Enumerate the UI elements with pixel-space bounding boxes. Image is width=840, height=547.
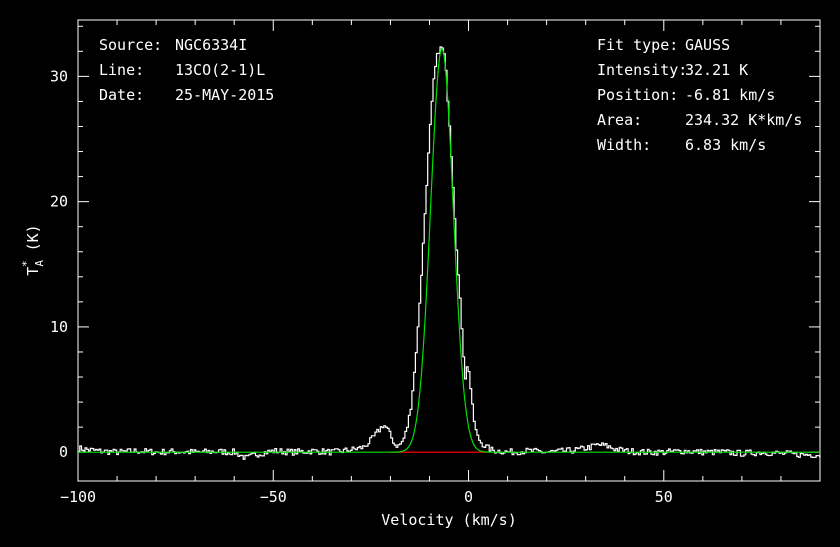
y-tick-label: 10 [50, 318, 68, 336]
plot-frame [77, 19, 821, 482]
y-tick-labels: 0 10 20 30 [50, 67, 68, 461]
y-tick-label: 20 [50, 193, 68, 211]
line-value: 13CO(2-1)L [175, 61, 265, 79]
position-key: Position: [597, 86, 678, 104]
fit-type-value: GAUSS [685, 36, 730, 54]
x-tick-labels: −100 −50 0 50 [60, 488, 673, 506]
y-axis-label-unit: (K) [24, 224, 42, 260]
axis-ticks [77, 20, 821, 481]
header-left: Source: NGC6334I Line: 13CO(2-1)L Date: … [99, 36, 274, 104]
y-axis-label-main: T [24, 267, 42, 276]
y-axis-label-sup: * [20, 260, 33, 267]
source-key: Source: [99, 36, 162, 54]
date-key: Date: [99, 86, 144, 104]
area-key: Area: [597, 111, 642, 129]
y-tick-label: 30 [50, 67, 68, 85]
y-axis-label: TA* (K) [20, 224, 46, 275]
spectrum-line [78, 46, 821, 460]
source-value: NGC6334I [175, 36, 247, 54]
width-key: Width: [597, 136, 651, 154]
position-value: -6.81 km/s [685, 86, 775, 104]
area-value: 234.32 K*km/s [685, 111, 802, 129]
x-tick-label: 0 [464, 488, 473, 506]
header-right: Fit type: GAUSS Intensity: 32.21 K Posit… [597, 36, 802, 154]
line-key: Line: [99, 61, 144, 79]
fit-type-key: Fit type: [597, 36, 678, 54]
y-tick-label: 0 [59, 443, 68, 461]
y-axis-label-sub: A [33, 260, 46, 267]
width-value: 6.83 km/s [685, 136, 766, 154]
date-value: 25-MAY-2015 [175, 86, 274, 104]
x-axis-label: Velocity (km/s) [381, 511, 516, 529]
x-tick-label: −50 [260, 488, 287, 506]
gauss-fit-line [78, 47, 820, 453]
x-tick-label: −100 [60, 488, 96, 506]
x-tick-label: 50 [655, 488, 673, 506]
intensity-value: 32.21 K [685, 61, 748, 79]
intensity-key: Intensity: [597, 61, 687, 79]
